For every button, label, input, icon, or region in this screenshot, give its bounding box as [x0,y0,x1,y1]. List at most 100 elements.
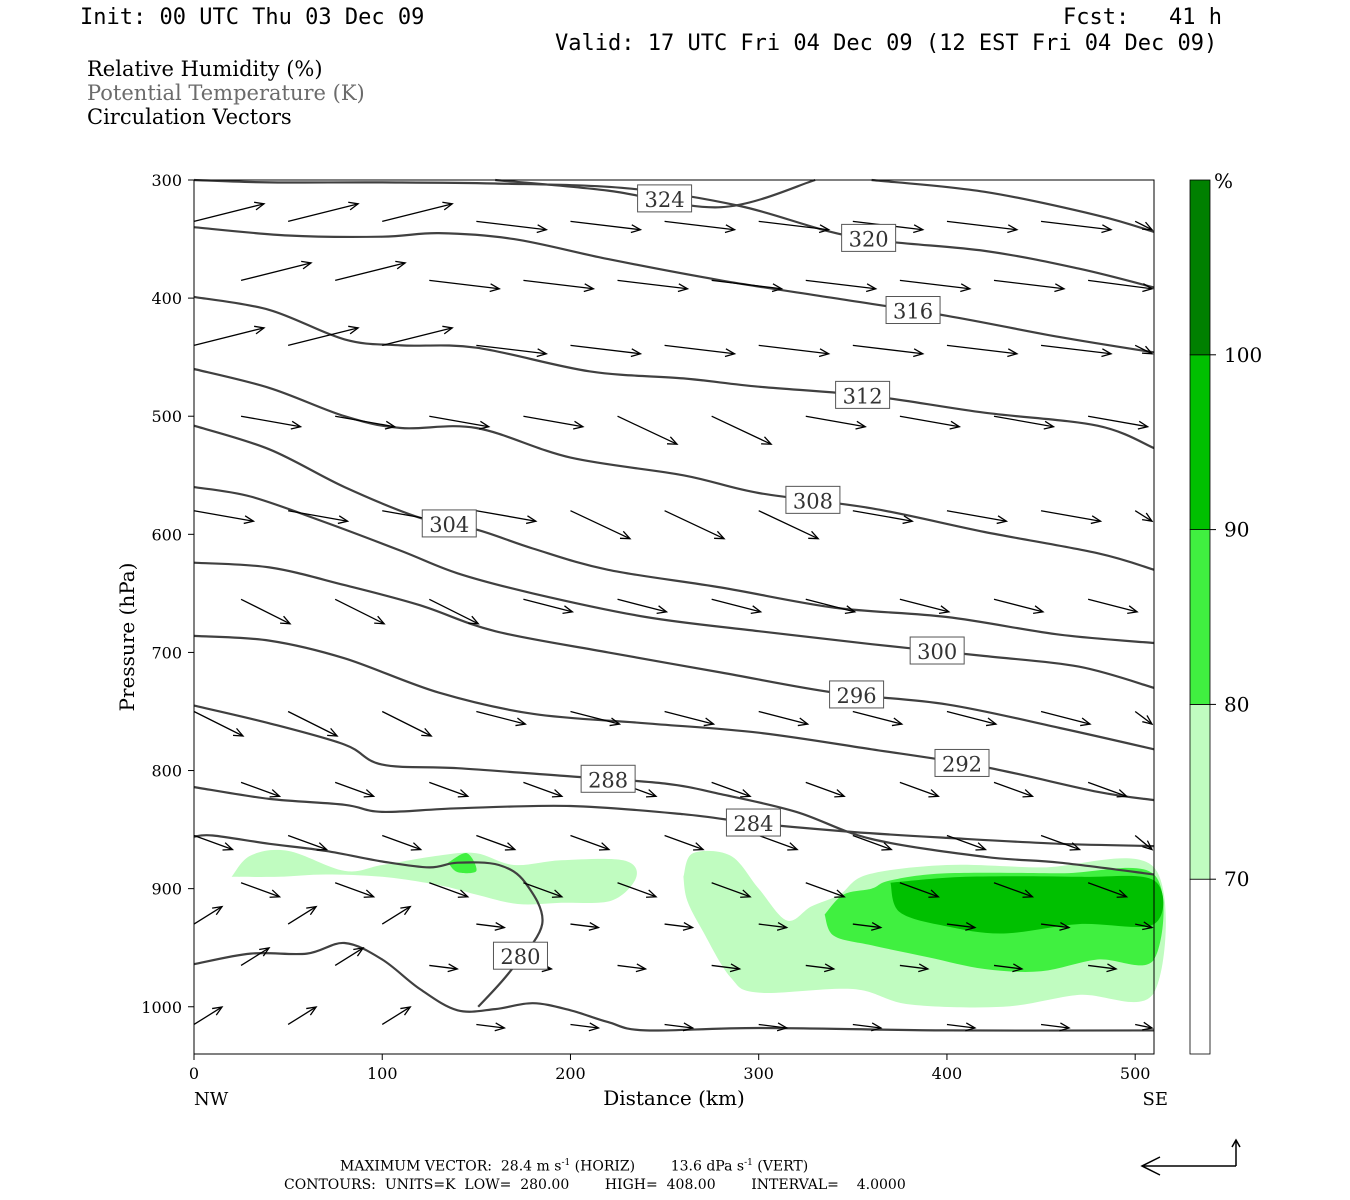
circulation-vector [1135,1021,1154,1031]
contour-label-box-280 [492,941,548,970]
contour-label-316: 316 [893,300,933,324]
circulation-vector [899,279,972,293]
legend-rh: Relative Humidity (%) [87,57,323,81]
circulation-vector [287,905,318,925]
colorbar-unit: % [1214,169,1233,193]
forecast-hour: Fcst: 41 h [1063,5,1222,30]
colorbar-swatch-3 [1189,354,1211,530]
circulation-vector [476,834,517,851]
circulation-vector [946,344,1019,358]
circulation-vector [758,344,831,358]
circulation-vector [476,922,507,931]
circulation-vector [240,882,282,898]
circulation-vector [993,882,1035,898]
circulation-vector [476,344,549,358]
circulation-vector [570,510,632,540]
x-tick-label: 300 [743,1064,774,1083]
circulation-vector [711,415,773,445]
legend-theta: Potential Temperature (K) [87,81,365,105]
circulation-vector [758,220,831,234]
y-tick-label: 1000 [141,998,182,1017]
colorbar-level-label: 90 [1224,518,1249,542]
circulation-vector [946,1022,977,1032]
circulation-vector [993,279,1066,293]
colorbar: 70 80 90 100% [1189,169,1262,1055]
legend-vectors: Circulation Vectors [87,105,292,129]
circulation-vector [758,834,799,851]
circulation-vector [429,882,470,898]
circulation-vector [334,781,376,798]
circulation-vector [711,598,763,615]
contour-label-box-284 [725,808,781,837]
contour-label-box-308 [785,485,841,514]
circulation-vector [1087,781,1129,798]
circulation-vector [711,279,784,293]
circulation-vector [758,1022,789,1032]
circulation-vector [617,882,658,898]
circulation-vector [382,201,454,222]
theta-contour-13 [193,941,1155,1032]
theta-contour-316 [193,226,1155,354]
circulation-vector [946,510,1009,525]
rh-region-70-0 [231,849,637,905]
contour-label-box-300 [909,636,965,665]
circulation-vector [1040,834,1082,851]
y-tick-label: 500 [151,407,182,426]
circulation-vector [664,1022,695,1032]
circulation-vector [711,963,742,973]
circulation-vector [334,882,376,898]
y-tick-label: 400 [151,289,182,308]
circulation-vector [240,598,292,625]
y-tick-label: 700 [151,643,182,662]
circulation-vector [946,834,988,851]
circulation-vector [193,325,266,346]
circulation-vector [852,510,914,525]
circulation-vector [664,344,737,358]
vector-layer [193,201,1154,1032]
circulation-vector [946,710,998,727]
circulation-vector [193,201,266,222]
circulation-vector [1134,835,1154,851]
circulation-vector [523,415,585,430]
contour-label-312: 312 [843,384,883,408]
y-tick-label: 600 [151,525,182,544]
contours-line: CONTOURS: UNITS=K LOW= 280.00 HIGH= 408.… [284,1177,906,1193]
reference-vector-icon [1140,1138,1241,1176]
circulation-vector [476,510,538,525]
contour-label-box-312 [835,380,891,409]
circulation-vector [1088,415,1150,430]
circulation-vector [287,834,329,851]
circulation-vector [852,922,883,931]
circulation-vector [758,922,789,931]
circulation-vector [287,1006,318,1026]
circulation-vector [946,922,977,931]
circulation-vector [287,325,360,346]
circulation-vector [429,415,491,430]
circulation-vector [617,415,679,445]
circulation-vector [1040,710,1092,727]
theta-contour-288 [193,704,1155,876]
circulation-vector [711,882,752,898]
init-time: Init: 00 UTC Thu 03 Dec 09 [80,5,425,30]
circulation-vector [382,325,454,346]
circulation-vector [381,710,433,737]
y-axis-label: Pressure (hPa) [115,563,139,712]
circulation-vector [570,922,601,931]
y-tick-label: 800 [151,762,182,781]
circulation-vector [523,882,564,898]
contour-label-box-292 [934,748,990,777]
circulation-vector [476,1022,507,1032]
colorbar-swatch-2 [1189,529,1211,705]
theta-contour-292 [193,634,1155,802]
colorbar-level-label: 80 [1224,692,1249,716]
circulation-vector [381,1006,412,1026]
contour-label-284: 284 [733,812,773,836]
x-tick-label: 500 [1120,1064,1151,1083]
circulation-vector [523,279,596,293]
theta-contour-280 [193,834,544,1008]
theta-contour-304 [193,424,1155,645]
contour-label-300: 300 [917,640,957,664]
circulation-vector [429,781,470,798]
circulation-vector [852,344,925,358]
